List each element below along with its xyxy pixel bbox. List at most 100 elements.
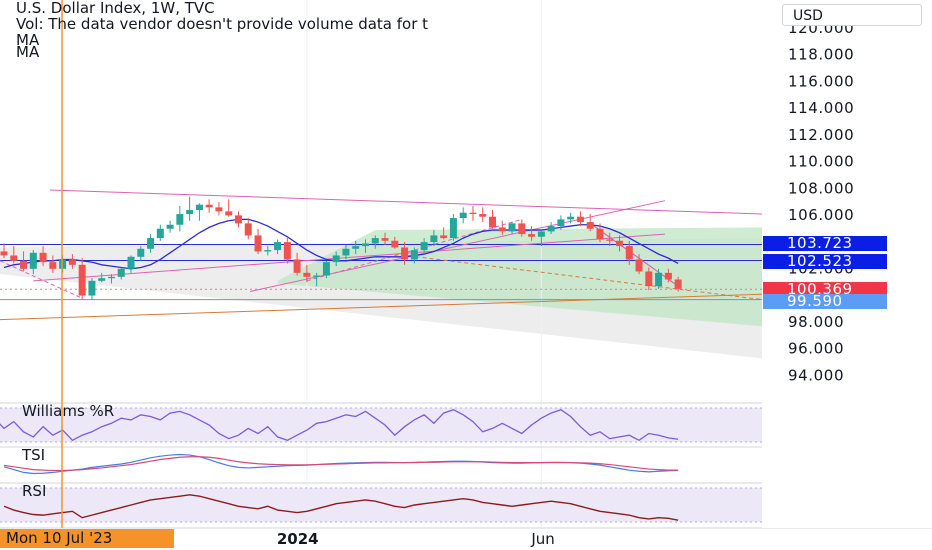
candle — [332, 251, 340, 267]
candle — [303, 264, 311, 283]
candle — [674, 276, 682, 292]
candle-body — [576, 216, 584, 223]
trendline-left[interactable] — [0, 260, 83, 299]
candle — [147, 234, 155, 253]
price-tag-102: 102.523 — [763, 254, 887, 269]
candle-body — [518, 223, 526, 235]
candle — [479, 207, 487, 223]
candle-body — [459, 212, 467, 219]
candle — [254, 228, 262, 255]
candle — [29, 250, 37, 275]
candle — [322, 260, 330, 279]
candle-body — [205, 204, 213, 208]
candle-body — [29, 252, 37, 269]
candle — [156, 224, 164, 241]
candle-body — [39, 252, 47, 263]
candle-body — [410, 250, 418, 260]
candle — [606, 232, 614, 247]
time-tick-label: 2024 — [277, 530, 319, 548]
candle-body — [469, 212, 477, 215]
candle-body — [98, 278, 106, 281]
price-tick-label: 110.000 — [788, 153, 854, 171]
candle-body — [371, 238, 379, 244]
candle — [420, 238, 428, 255]
candle-body — [498, 227, 506, 232]
trendline-dash[interactable] — [306, 218, 522, 282]
price-tick-label: 112.000 — [788, 126, 854, 144]
currency-button[interactable]: USD — [782, 4, 922, 26]
candle-body — [313, 275, 321, 277]
trendline-top[interactable] — [49, 189, 763, 215]
time-tick-label: Jun — [530, 530, 554, 548]
candle-body — [88, 280, 96, 296]
trendline-bottom[interactable] — [33, 233, 666, 282]
candle-body — [508, 223, 516, 232]
candle — [225, 199, 233, 217]
price-tick-label: 108.000 — [788, 179, 854, 197]
chart-title: U.S. Dollar Index, 1W, TVC — [16, 0, 215, 17]
candle-body — [430, 235, 438, 243]
candle-body — [274, 242, 282, 251]
trendline-drawings[interactable] — [0, 189, 763, 321]
candle-body — [49, 262, 57, 269]
ma-legend-1[interactable]: MA — [16, 31, 40, 49]
candle-body — [283, 242, 291, 260]
price-tick-label: 116.000 — [788, 72, 854, 90]
candle — [20, 251, 28, 272]
candle-body — [567, 216, 575, 220]
candle — [430, 230, 438, 247]
candle-body — [137, 248, 145, 257]
ma-line — [3, 218, 679, 270]
candle — [313, 272, 321, 287]
candle-body — [20, 260, 28, 269]
candle-body — [381, 238, 389, 241]
candle-body — [361, 243, 369, 247]
candle-body — [10, 255, 18, 261]
green-zone — [277, 227, 762, 327]
ma-legend-2[interactable]: MA — [16, 43, 40, 61]
candle-body — [606, 239, 614, 241]
candle — [557, 215, 565, 231]
candle-body — [352, 246, 360, 249]
candle — [49, 255, 57, 273]
price-tick-label: 94.000 — [788, 366, 844, 384]
candle-body — [342, 248, 350, 256]
orange-dash[interactable] — [394, 253, 763, 301]
candle — [537, 230, 545, 247]
candle-body — [655, 272, 663, 287]
cursor-date-label: Mon 10 Jul '23 — [0, 529, 174, 548]
candle-body — [78, 264, 86, 296]
williams-title: Williams %R — [22, 402, 114, 420]
candle — [0, 243, 8, 259]
candle — [215, 202, 223, 216]
rsi-band — [0, 488, 762, 522]
candle-body — [127, 256, 135, 269]
candle-body — [147, 238, 155, 249]
candle — [469, 206, 477, 221]
rsi-line — [3, 494, 679, 521]
candle — [635, 254, 643, 275]
candle — [274, 239, 282, 255]
candle — [518, 219, 526, 237]
trendline-drop[interactable] — [589, 222, 679, 287]
candle — [645, 267, 653, 291]
candle-body — [156, 228, 164, 239]
candle-body — [107, 276, 115, 279]
candle — [391, 236, 399, 249]
volume-notice: Vol: The data vendor doesn't provide vol… — [16, 15, 429, 33]
price-tag-99: 99.590 — [763, 294, 887, 309]
candle-body — [234, 215, 242, 224]
candle — [293, 252, 301, 276]
orange-support[interactable] — [0, 293, 763, 321]
candle-body — [264, 250, 272, 252]
candle-body — [586, 222, 594, 229]
candle — [88, 278, 96, 300]
candle — [283, 238, 291, 264]
price-tick-label: 118.000 — [788, 46, 854, 64]
candle-body — [420, 242, 428, 251]
candle-body — [547, 226, 555, 232]
candle-body — [616, 240, 624, 247]
candle-body — [401, 247, 409, 260]
moving-average-line — [3, 218, 679, 270]
